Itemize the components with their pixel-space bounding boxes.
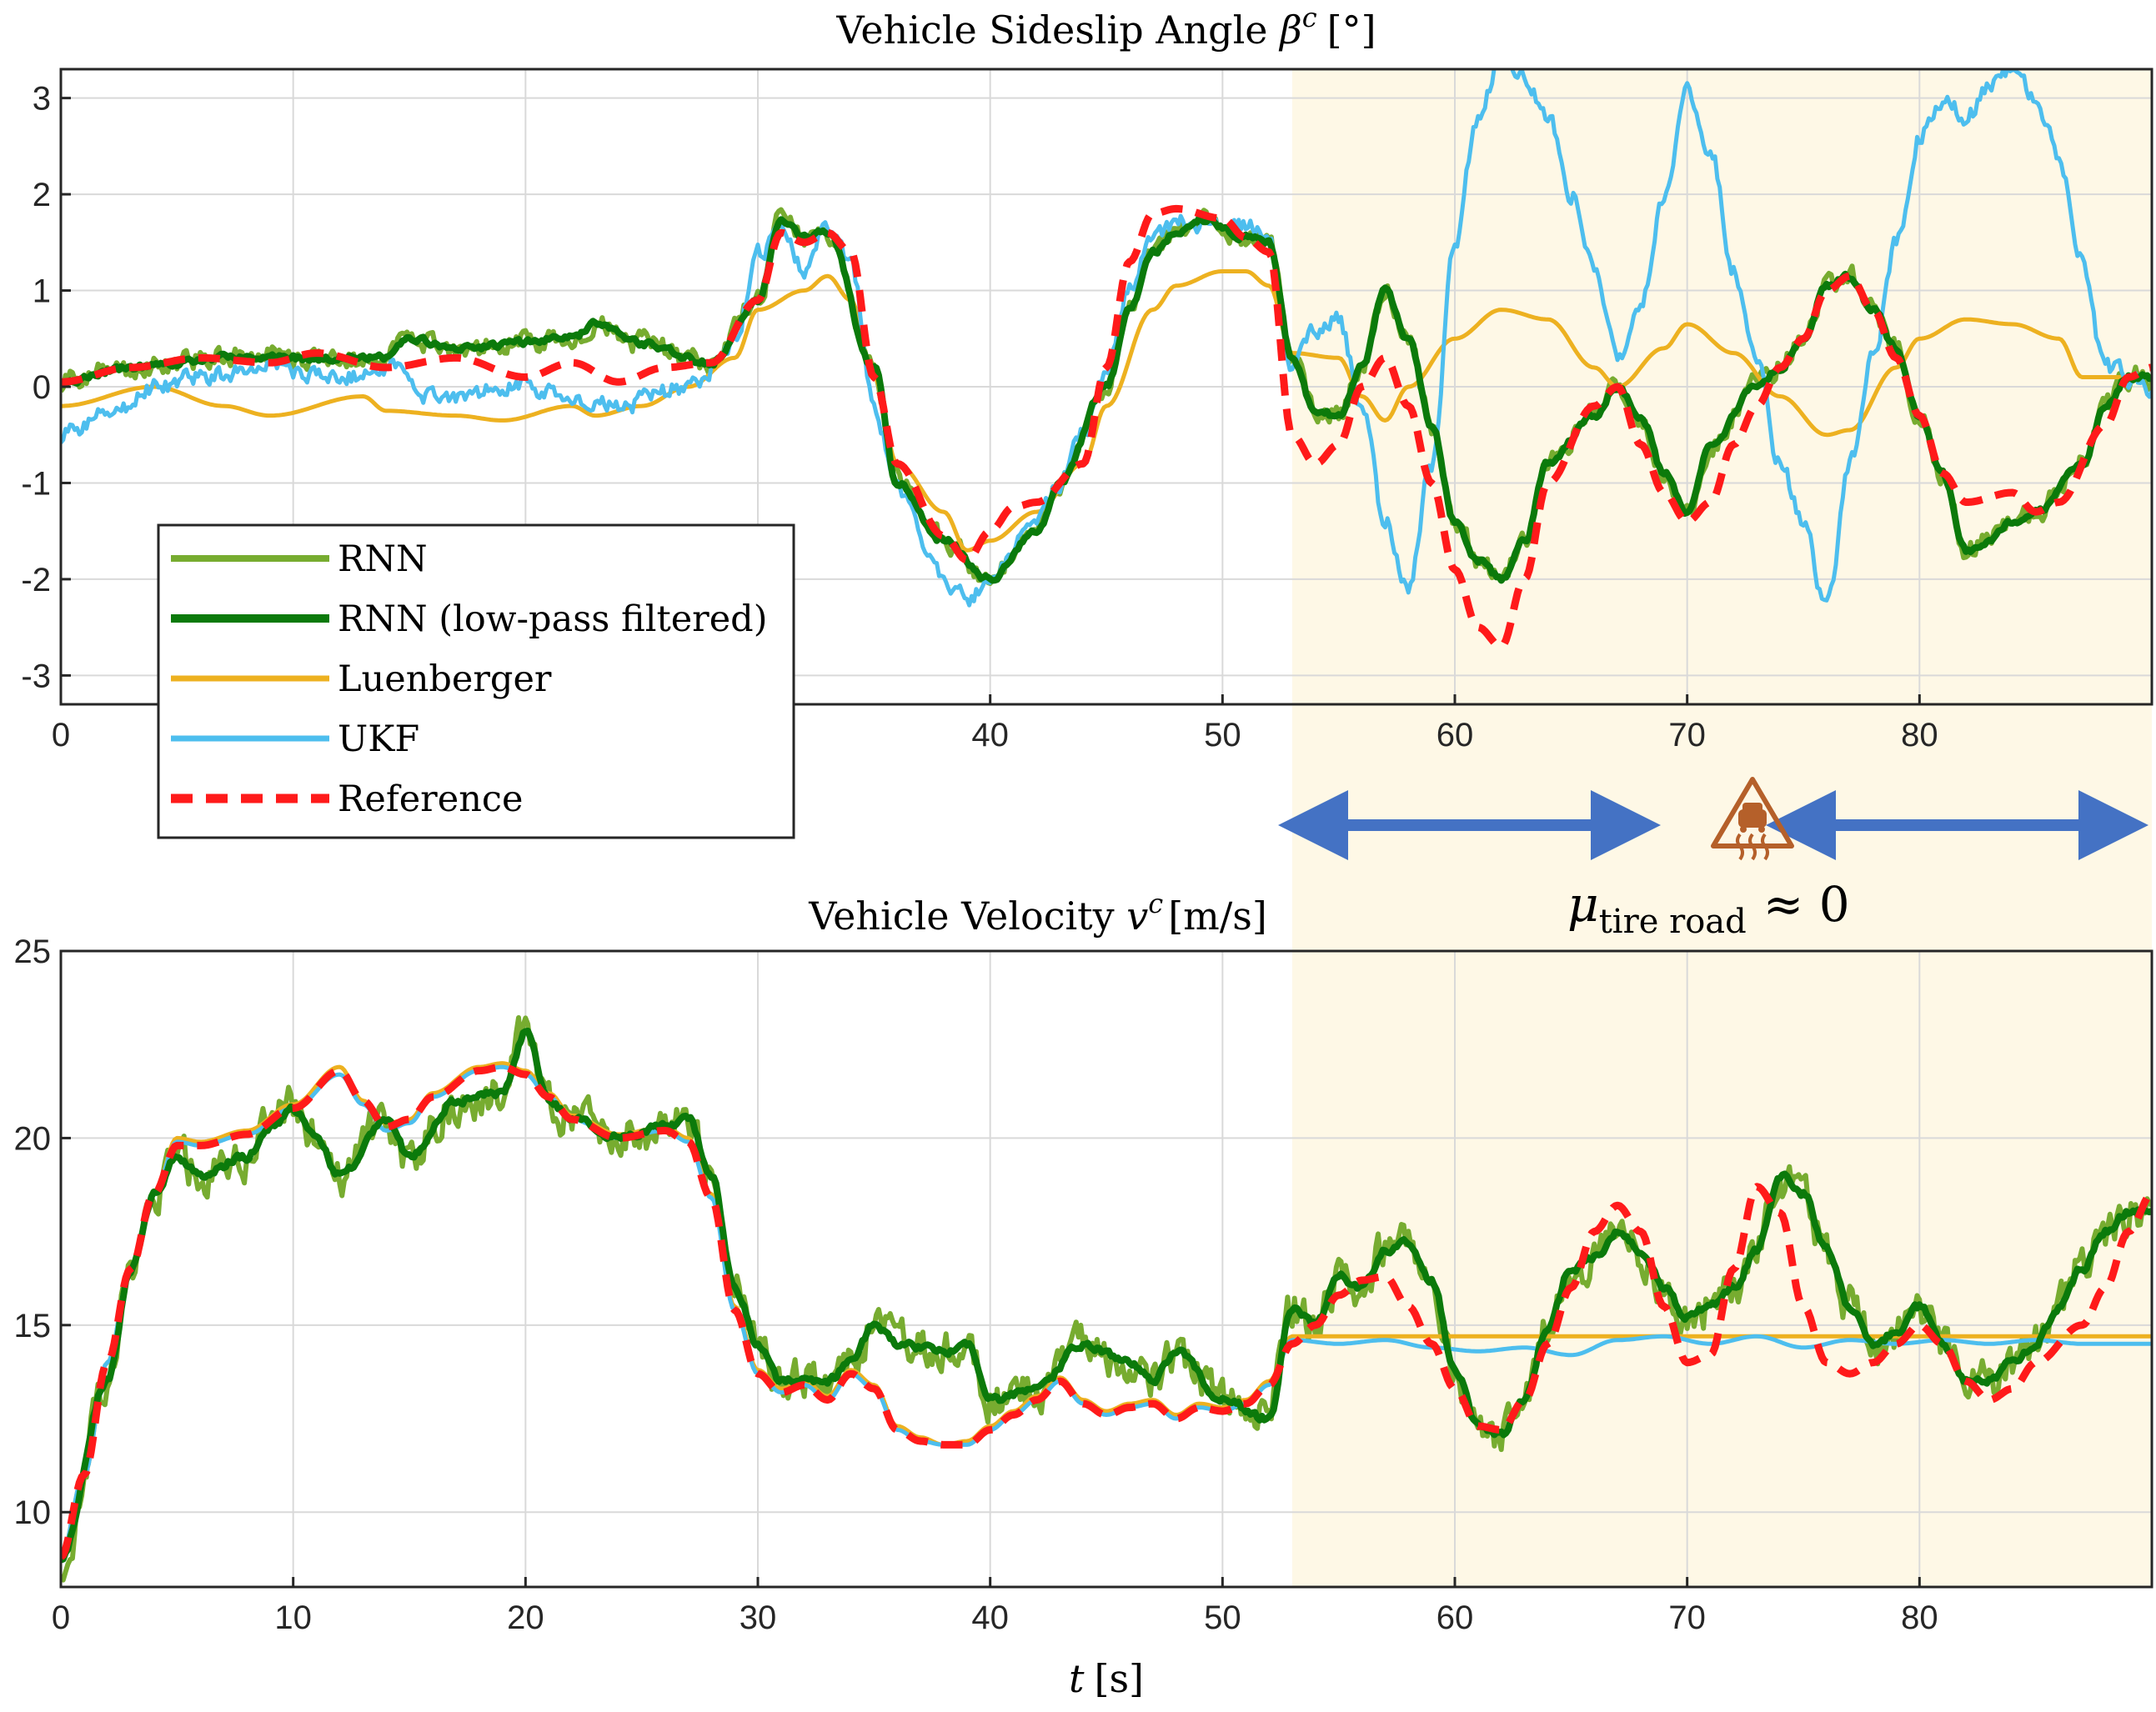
velocity-title: Vehicle Velocity vc [m/s] xyxy=(808,888,1267,939)
x-tick-label: 50 xyxy=(1204,717,1241,753)
x-tick-label: 50 xyxy=(1204,1599,1241,1636)
x-tick-label: 60 xyxy=(1436,1599,1474,1636)
y-tick-label: -2 xyxy=(21,562,51,598)
x-tick-label: 70 xyxy=(1668,1599,1706,1636)
velocity-chart: 0 10 20 30 40 50 60 70 80 25 20 15 10 Vehicle Veloci… xyxy=(14,888,2153,1701)
y-tick-label: 20 xyxy=(14,1120,52,1157)
y-tick-label: 10 xyxy=(14,1494,52,1531)
x-tick-label: 0 xyxy=(52,1599,70,1636)
velocity-series xyxy=(61,1015,2152,1583)
legend-label-rnn: RNN xyxy=(338,538,428,580)
slippery-road-warning-icon xyxy=(1711,777,1794,861)
y-tick-label: 0 xyxy=(33,369,51,406)
legend-label-reference: Reference xyxy=(338,778,523,820)
y-tick-label: -3 xyxy=(21,658,51,694)
legend: RNN RNN (low-pass filtered) Luenberger UKF R… xyxy=(157,523,795,839)
y-tick-label: 25 xyxy=(14,934,52,970)
y-tick-label: 2 xyxy=(33,177,51,213)
sideslip-grid xyxy=(61,69,2152,704)
x-tick-label: 70 xyxy=(1668,717,1706,753)
ukf-series-line xyxy=(61,1064,2152,1559)
velocity-xlabel: t [s] xyxy=(1069,1656,1144,1701)
x-tick-label: 20 xyxy=(507,1599,544,1636)
low-friction-region-velocity xyxy=(1291,951,2152,1587)
x-tick-label: 60 xyxy=(1436,717,1474,753)
reference-series-line xyxy=(61,204,2152,651)
legend-label-luenberger: Luenberger xyxy=(338,658,552,700)
rnn-series-line xyxy=(61,1015,2152,1583)
x-tick-label: 40 xyxy=(971,717,1009,753)
x-tick-label: 10 xyxy=(274,1599,312,1636)
x-tick-label: 30 xyxy=(740,1599,777,1636)
y-tick-label: -1 xyxy=(21,465,51,502)
velocity-ticks: 0 10 20 30 40 50 60 70 80 25 20 15 10 xyxy=(14,934,1938,1636)
x-tick-label: 0 xyxy=(52,717,70,753)
x-tick-label: 40 xyxy=(971,1599,1009,1636)
friction-label: μtire road ≈ 0 xyxy=(1567,876,1850,941)
x-tick-label: 80 xyxy=(1901,717,1938,753)
y-tick-label: 3 xyxy=(33,81,51,118)
velocity-axes-box xyxy=(59,949,2153,1589)
rnn-lp-series-line xyxy=(61,1028,2152,1564)
luenberger-series-line xyxy=(61,1061,2152,1559)
ukf-series-line xyxy=(61,69,2152,608)
sideslip-title: Vehicle Sideslip Angle βc [°] xyxy=(835,2,1376,53)
x-tick-label: 80 xyxy=(1901,1599,1938,1636)
legend-label-rnn-lp: RNN (low-pass filtered) xyxy=(338,598,767,640)
luenberger-series-line xyxy=(61,269,2152,553)
sideslip-series xyxy=(61,69,2152,651)
y-tick-label: 15 xyxy=(14,1308,52,1344)
legend-label-ukf: UKF xyxy=(338,718,419,760)
friction-annotation: μtire road ≈ 0 xyxy=(1278,777,2148,941)
y-tick-label: 1 xyxy=(33,273,51,310)
sideslip-ticks: 0 40 50 60 70 80 3 2 1 0 -1 -2 -3 xyxy=(21,81,1938,753)
